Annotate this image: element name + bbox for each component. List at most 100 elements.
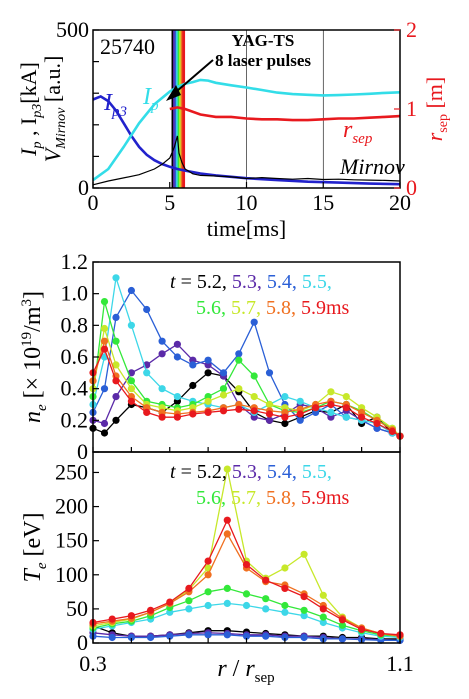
y-tick-label: 200: [55, 494, 88, 519]
series-ip3-line: [92, 94, 401, 186]
y-tick-label: 0.2: [61, 407, 89, 432]
profile-line-t5.8: [92, 339, 401, 437]
data-point-t5.4: [166, 632, 174, 640]
curve-label-ip3: Ip3: [103, 90, 127, 120]
data-point-t5.7: [319, 591, 327, 599]
label-part: I: [103, 90, 113, 116]
data-point-t5.7: [250, 393, 258, 401]
profile-line-t5.5: [92, 277, 401, 437]
x-tick-label: 0.3: [79, 651, 107, 676]
time-legend-entry: 5.3,: [227, 271, 262, 293]
profile-line-t5.2: [92, 372, 401, 437]
time-legend-entry: 5.4,: [262, 461, 297, 483]
data-point-t5.4: [147, 633, 155, 642]
time-legend-entry: 5.6,: [196, 297, 226, 319]
data-point-t5.9: [173, 413, 181, 421]
profile-line-t5.3: [92, 343, 401, 437]
label-part: , I: [16, 118, 41, 142]
data-point-t5.9: [281, 584, 289, 593]
label-part: r: [422, 132, 447, 141]
data-point-t5.7: [204, 397, 212, 405]
y-tick-label-left: 0: [78, 175, 89, 200]
label-part: p: [30, 142, 45, 150]
x-tick-label: 15: [312, 190, 334, 215]
y-axis-label-text: ne [× 1019/m3]: [19, 291, 50, 423]
data-point-t5.4: [235, 350, 243, 358]
panel-density-profiles: 0 0.2 0.4 0.6 0.8 1.0 1.2 t = 5.2, 5.3, 5.4, 5.…: [19, 249, 404, 464]
data-point-t5.4: [189, 361, 197, 369]
data-point-t5.6: [204, 588, 212, 596]
y-label-rsep: rsep [m]: [422, 77, 451, 142]
data-point-t5.2: [189, 381, 197, 390]
label-part: r: [245, 656, 255, 682]
data-point-t5.5: [204, 601, 212, 610]
data-point-t5.4: [112, 313, 120, 321]
data-point-t5.5: [319, 618, 327, 627]
series-ip-line: [92, 78, 401, 182]
data-point-t5.4: [127, 633, 135, 642]
x-tick-label: 5: [164, 190, 175, 215]
data-point-t5.5: [223, 599, 231, 608]
y-tick-label: 1.2: [61, 249, 89, 274]
series-mirnov-line: [92, 135, 401, 186]
data-point-t5.5: [342, 413, 350, 421]
data-point-t5.9: [112, 377, 120, 385]
data-point-t5.6: [100, 298, 109, 306]
time-legend-prefix: =: [176, 461, 197, 483]
data-point-t5.7: [300, 550, 308, 558]
label-part: sep: [436, 114, 451, 133]
time-legend-prefix: t: [170, 271, 176, 293]
data-point-t5.4: [143, 305, 151, 314]
label-part: ]: [20, 291, 46, 299]
data-point-t5.3: [265, 416, 274, 424]
annotation-arrowhead: [166, 85, 181, 101]
data-point-t5.6: [219, 385, 228, 393]
y-tick-label: 1.0: [61, 281, 89, 306]
data-point-t5.5: [112, 274, 120, 282]
label-part: [m]: [422, 77, 447, 114]
curve-label-ip: Ip: [142, 84, 159, 114]
data-point-t5.9: [127, 397, 135, 405]
x-axis-label: time[ms]: [207, 216, 286, 241]
data-point-t5.6: [300, 606, 308, 614]
label-part: I: [142, 84, 152, 110]
time-legend-entry: 5.9ms: [296, 487, 350, 509]
data-point-t5.6: [127, 377, 135, 385]
data-point-t5.5: [262, 605, 270, 613]
data-point-t5.4: [158, 337, 166, 345]
data-point-t5.9: [185, 584, 193, 593]
laser-pulse-line: [176, 30, 179, 188]
data-point-t5.9: [262, 576, 270, 584]
data-point-t5.9: [327, 400, 335, 409]
data-point-t5.9: [166, 598, 174, 606]
y-axis-label-text: Te [eV]: [20, 513, 50, 583]
data-point-t5.9: [319, 605, 327, 613]
data-point-t5.4: [242, 632, 251, 640]
data-point-t5.5: [327, 408, 335, 416]
y-tick-label: 0.8: [61, 312, 89, 337]
time-legend-entry: 5.7,: [226, 297, 261, 319]
data-point-t5.9: [242, 561, 251, 569]
time-legend-entry: 5.7,: [226, 487, 261, 509]
label-part: ×: [20, 377, 46, 391]
y-label-ip: Ip , Ip3[kA]: [16, 62, 45, 157]
x-axis-label: r / rsep: [217, 656, 274, 686]
label-part: [: [20, 390, 46, 404]
profile-line-t5.7: [92, 328, 401, 437]
label-part: sep: [255, 670, 275, 686]
time-legend-prefix: =: [176, 271, 197, 293]
data-point-t5.9: [223, 516, 231, 524]
label-part: p3: [30, 104, 45, 119]
data-point-t5.9: [342, 404, 350, 412]
data-point-t5.9: [143, 408, 151, 416]
data-point-t5.3: [158, 350, 166, 358]
time-legend-entry: 5.4,: [262, 271, 297, 293]
data-point-t5.4: [127, 286, 135, 295]
data-point-t5.9: [358, 625, 366, 634]
y-tick-label: 100: [55, 562, 88, 587]
label-part: p3: [111, 104, 127, 120]
data-point-t5.5: [281, 393, 289, 401]
time-legend-entry: 5.8,: [261, 487, 296, 509]
